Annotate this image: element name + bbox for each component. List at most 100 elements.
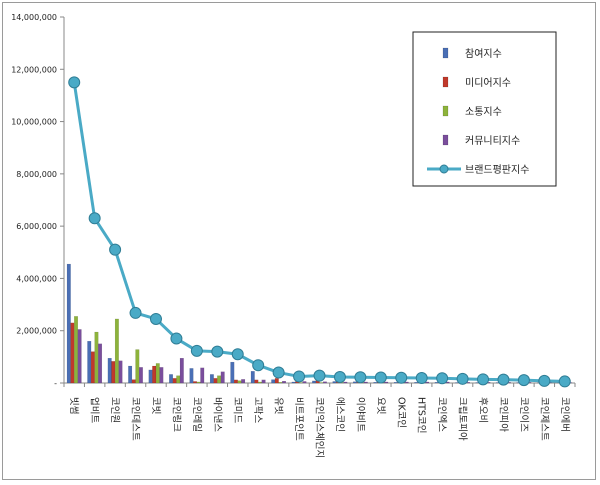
line-point bbox=[355, 372, 366, 383]
x-tick-label: 요빗 bbox=[375, 397, 386, 414]
bar-커뮤니티지수 bbox=[384, 382, 388, 383]
y-tick-label: 6,000,000 bbox=[16, 222, 57, 231]
x-tick-label: 바이낸스 bbox=[211, 397, 222, 432]
bar-소통지수 bbox=[115, 319, 119, 383]
x-tick-label: 크립토피아 bbox=[457, 397, 469, 441]
line-point bbox=[212, 346, 223, 357]
line-point bbox=[273, 367, 284, 378]
bar-참여지수 bbox=[333, 381, 337, 383]
line-point bbox=[110, 244, 121, 255]
bar-커뮤니티지수 bbox=[180, 358, 184, 383]
x-tick-label: 코인이즈 bbox=[518, 397, 529, 432]
line-point bbox=[375, 372, 386, 383]
line-point bbox=[559, 376, 570, 387]
legend-swatch-커뮤니티지수 bbox=[443, 135, 448, 145]
y-tick-label: 8,000,000 bbox=[16, 170, 57, 179]
x-tick-label: 코인에버 bbox=[559, 397, 570, 432]
bar-참여지수 bbox=[231, 362, 235, 383]
line-point bbox=[89, 213, 100, 224]
bar-참여지수 bbox=[210, 374, 214, 383]
line-point bbox=[478, 374, 489, 385]
bar-커뮤니티지수 bbox=[78, 329, 82, 383]
line-point bbox=[437, 373, 448, 384]
y-tick-label: 14,000,000 bbox=[11, 13, 57, 22]
legend-label: 커뮤니티지수 bbox=[465, 135, 520, 147]
x-tick-label: 코빗 bbox=[150, 397, 161, 414]
bar-소통지수 bbox=[258, 382, 262, 383]
bar-미디어지수 bbox=[255, 380, 259, 383]
bar-미디어지수 bbox=[152, 366, 156, 383]
line-point bbox=[191, 345, 202, 356]
bar-커뮤니티지수 bbox=[282, 381, 286, 383]
y-tick-label: - bbox=[54, 379, 57, 388]
x-tick-label: 업비트 bbox=[89, 397, 101, 423]
bar-참여지수 bbox=[292, 382, 296, 383]
bar-소통지수 bbox=[279, 382, 283, 383]
line-point bbox=[314, 370, 325, 381]
bar-소통지수 bbox=[299, 382, 303, 383]
bar-참여지수 bbox=[169, 374, 173, 383]
bar-커뮤니티지수 bbox=[303, 381, 307, 383]
legend-label: 참여지수 bbox=[465, 48, 502, 60]
x-tick-label: 코인레일 bbox=[191, 397, 202, 432]
y-tick-label: 4,000,000 bbox=[16, 274, 57, 283]
x-tick-label: OK코인 bbox=[395, 397, 406, 428]
bar-참여지수 bbox=[149, 370, 153, 383]
bar-미디어지수 bbox=[234, 380, 238, 383]
x-tick-label: 고팍스 bbox=[252, 397, 263, 423]
legend-swatch-미디어지수 bbox=[443, 77, 448, 87]
line-point bbox=[130, 307, 141, 318]
chart-frame: - 2,000,000 4,000,000 6,000,000 8,000,000 10,… bbox=[2, 2, 596, 480]
bar-커뮤니티지수 bbox=[98, 344, 102, 383]
legend-swatch-참여지수 bbox=[443, 48, 448, 58]
bar-미디어지수 bbox=[193, 381, 197, 383]
brand-reputation-chart: - 2,000,000 4,000,000 6,000,000 8,000,000 10,… bbox=[3, 3, 597, 481]
bar-커뮤니티지수 bbox=[119, 361, 123, 383]
line-point bbox=[69, 77, 80, 88]
bar-미디어지수 bbox=[275, 378, 279, 383]
bar-참여지수 bbox=[394, 382, 398, 383]
y-tick-label: 2,000,000 bbox=[16, 327, 57, 336]
x-tick-label: 코인원 bbox=[109, 397, 120, 423]
bar-참여지수 bbox=[190, 368, 194, 383]
bar-커뮤니티지수 bbox=[344, 382, 348, 383]
x-tick-label: 코인제스트 bbox=[538, 397, 549, 441]
bar-미디어지수 bbox=[132, 380, 136, 383]
bar-커뮤니티지수 bbox=[221, 372, 225, 383]
line-point bbox=[539, 375, 550, 386]
y-tick-label: 10,000,000 bbox=[11, 118, 57, 127]
line-point bbox=[232, 349, 243, 360]
bar-소통지수 bbox=[156, 363, 160, 383]
bar-미디어지수 bbox=[214, 378, 218, 383]
bar-소통지수 bbox=[136, 350, 140, 383]
x-tick-label: 빗썸 bbox=[68, 397, 79, 414]
line-point bbox=[457, 373, 468, 384]
bar-참여지수 bbox=[251, 371, 255, 383]
line-point bbox=[294, 371, 305, 382]
legend-label: 브랜드평판지수 bbox=[465, 164, 529, 176]
bar-소통지수 bbox=[217, 376, 221, 383]
x-tick-label: 코미드 bbox=[232, 397, 243, 423]
bar-미디어지수 bbox=[71, 323, 75, 383]
line-point bbox=[334, 371, 345, 382]
bar-참여지수 bbox=[128, 366, 132, 383]
x-tick-label: HTS코인 bbox=[416, 397, 427, 433]
x-tick-label: 코인링크 bbox=[170, 397, 182, 432]
x-tick-label: 에스코인 bbox=[334, 397, 345, 432]
bar-참여지수 bbox=[312, 381, 316, 383]
bar-소통지수 bbox=[176, 376, 180, 383]
x-tick-label: 유빗 bbox=[273, 397, 284, 414]
bar-커뮤니티지수 bbox=[139, 367, 143, 383]
line-point bbox=[498, 374, 509, 385]
x-tick-label: 코인익스체인지 bbox=[314, 397, 326, 458]
bar-참여지수 bbox=[108, 358, 112, 383]
bar-참여지수 bbox=[374, 382, 378, 383]
bar-커뮤니티지수 bbox=[323, 382, 327, 383]
bar-series-group bbox=[67, 264, 572, 383]
x-tick-label: 코인데스트 bbox=[130, 397, 141, 441]
legend-label: 미디어지수 bbox=[465, 77, 511, 89]
bar-참여지수 bbox=[353, 382, 357, 383]
x-tick-label: 코인엑스 bbox=[436, 397, 448, 432]
x-tick-label: 후오비 bbox=[477, 397, 488, 423]
